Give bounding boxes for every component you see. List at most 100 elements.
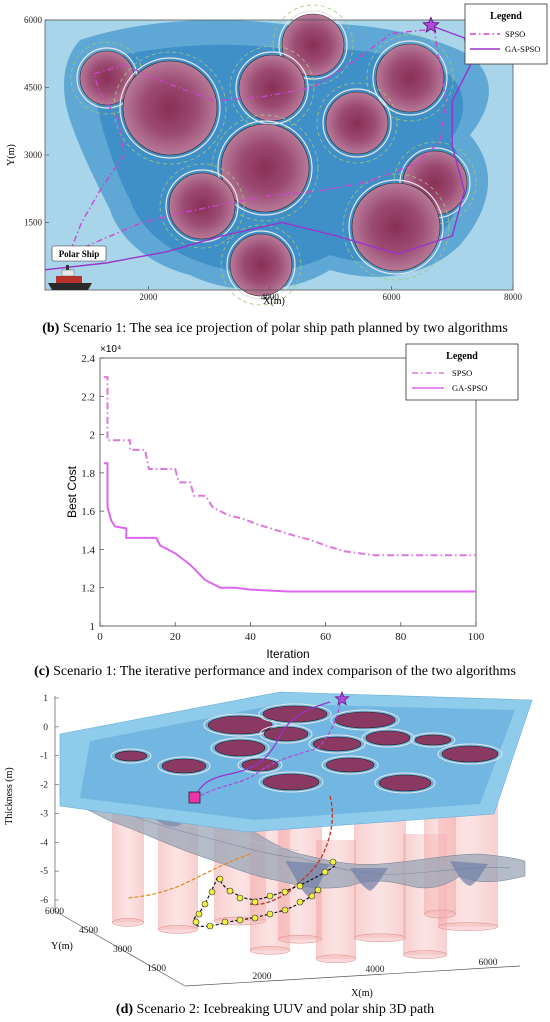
- floe-buffer: [366, 34, 454, 122]
- y-tick-label-c: 2.4: [81, 353, 95, 365]
- legend-entry-gaspso-c: GA-SPSO: [452, 383, 487, 393]
- y-tick-label-b: 1500: [24, 218, 43, 228]
- y-tick-label-d: 6000: [45, 907, 64, 917]
- x-tick-label-d: 2000: [253, 972, 272, 982]
- floe-buffer: [272, 4, 354, 86]
- floe-buffer: [113, 51, 227, 165]
- legend-entry-gaspso-b: GA-SPSO: [505, 44, 540, 54]
- caption-d: (d) Scenario 2: Icebreaking UUV and pola…: [0, 1002, 550, 1018]
- convergence-lines: [103, 376, 476, 593]
- 3d-path-plot: 10-1-2-3-4-5-660004500300015002000400060…: [4, 690, 533, 999]
- plane-floe-ring: [258, 703, 332, 725]
- ice-cylinders: [111, 776, 499, 964]
- cylinder-base: [315, 954, 357, 964]
- plane-floe-ring: [330, 709, 400, 731]
- path-ga-spso: [45, 23, 472, 271]
- x-axis-label-c: Iteration: [266, 647, 309, 660]
- plane-floe-ring: [259, 724, 313, 744]
- plane-ice-floe: [263, 726, 309, 742]
- uuv-waypoint: [296, 882, 304, 890]
- plane-ice-floe: [207, 715, 273, 735]
- uuv-waypoint: [201, 900, 209, 908]
- floe-buffer: [316, 82, 398, 164]
- 3d-axes-frame: [54, 696, 521, 987]
- y-axis-label-d: Y(m): [51, 941, 73, 952]
- floe-buffer: [342, 173, 450, 281]
- y-tick-label-c: 1: [90, 621, 96, 633]
- floe-ring: [119, 57, 221, 159]
- plane-floe-ring: [210, 737, 270, 759]
- z-tick-label-d: -2: [40, 781, 48, 791]
- plane-floe-ring: [437, 743, 503, 765]
- uuv-waypoint: [314, 886, 322, 894]
- axis-ticks-c: 0 20 40 60 80 100 1 1.2 1.4 1.6 1.8 2 2.2 2.4: [81, 353, 485, 643]
- sea-ice-projection-chart: 2000 4000 6000 8000 1500 3000 4500 6000 X(m) Y(…: [0, 0, 550, 320]
- cylinder-base: [157, 925, 199, 934]
- cylinder-base: [437, 922, 499, 931]
- caption-c-text: Scenario 1: The iterative performance an…: [49, 664, 516, 679]
- caption-d-letter: (d): [115, 1002, 134, 1017]
- ice-floe: [122, 60, 218, 156]
- uuv-waypoint: [216, 875, 224, 883]
- uuv-waypoint: [266, 892, 274, 900]
- plane-ice-floe: [262, 705, 328, 723]
- uuv-waypoint: [251, 898, 259, 906]
- ice-floe: [375, 43, 445, 113]
- x-axis-label-d: X(m): [351, 988, 373, 999]
- plane-floe-ring: [361, 728, 415, 748]
- uuv-path-orange: [127, 853, 251, 899]
- x-tick-label-b: 6000: [382, 292, 401, 302]
- y-exponent-label: ×10⁴: [100, 344, 121, 355]
- x-tick-label-b: 2000: [139, 292, 158, 302]
- plot-frame-c: [99, 357, 477, 627]
- y-tick-label-b: 6000: [24, 15, 43, 25]
- uuv-waypoint: [208, 888, 216, 896]
- legend-c: Legend SPSO GA-SPSO: [405, 343, 519, 401]
- x-tick-label-c: 20: [170, 631, 182, 643]
- y-tick-label-d: 3000: [113, 945, 132, 955]
- y-tick-label-d: 1500: [147, 964, 166, 974]
- floe-ring: [322, 88, 392, 158]
- uuv-waypoint: [195, 910, 203, 918]
- legend-entry-spso-b: SPSO: [505, 29, 525, 39]
- goal-star-icon: [422, 16, 440, 33]
- x-tick-label-c: 40: [245, 631, 257, 643]
- y-tick-label-c: 1.8: [81, 468, 95, 480]
- caption-b-text: Scenario 1: The sea ice projection of po…: [59, 321, 508, 336]
- convergence-plot: 0 20 40 60 80 100 1 1.2 1.4 1.6 1.8 2 2.2 2.4 ×10⁴ It…: [65, 343, 519, 661]
- plane-ice-floe: [161, 758, 207, 774]
- cylinder-base: [353, 933, 407, 943]
- start-square-icon: [188, 791, 201, 804]
- floe-ring: [226, 230, 296, 300]
- ice-floe: [168, 172, 236, 240]
- caption-c-letter: (c): [34, 664, 50, 679]
- uuv-path-descent: [249, 795, 334, 906]
- ice-floe: [281, 13, 345, 77]
- uuv-waypoint: [251, 914, 259, 922]
- y-tick-label-c: 2: [90, 430, 96, 442]
- floe-ring: [372, 40, 448, 116]
- plane-floe-ring: [203, 713, 277, 737]
- plane-floe-ring: [410, 732, 456, 748]
- legend-title-c: Legend: [446, 351, 478, 362]
- uuv-waypoint: [206, 922, 214, 930]
- plane-ice-floe: [378, 774, 432, 792]
- plane-floe-ring: [157, 756, 211, 776]
- plane-floe-ring: [308, 734, 366, 754]
- x-tick-label-d: 4000: [366, 965, 385, 975]
- floe-buffer: [220, 224, 302, 306]
- floe-ring: [235, 51, 309, 125]
- plane-ice-floe: [262, 773, 320, 791]
- plane-floe-ring: [258, 771, 324, 793]
- z-tick-label-d: -1: [40, 752, 48, 762]
- x-tick-label-b: 4000: [261, 292, 280, 302]
- plane-ice-floe: [114, 750, 148, 762]
- plane-floe-ring: [110, 748, 152, 764]
- uuv-waypoint: [236, 916, 244, 924]
- caption-c: (c) Scenario 1: The iterative performanc…: [0, 664, 550, 680]
- z-tick-label-d: -6: [40, 896, 48, 906]
- uuv-waypoint: [236, 894, 244, 902]
- uuv-waypoint: [296, 898, 304, 906]
- floe-buffer: [159, 163, 245, 249]
- 3d-path-chart: 1 0 -1 -2 -3 -4 -5 -6 6000 4500 3000 1500 2000 4000 60…: [0, 686, 550, 1000]
